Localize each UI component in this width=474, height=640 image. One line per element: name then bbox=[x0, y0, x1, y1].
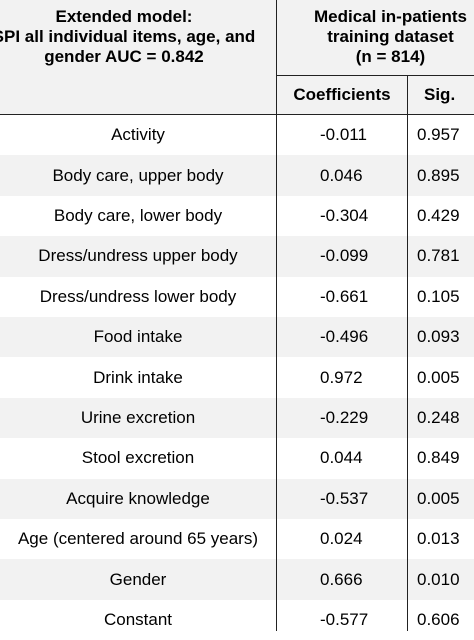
row-coefficient: 0.024 bbox=[320, 529, 363, 549]
divider-vertical-sig bbox=[407, 76, 408, 631]
row-background bbox=[0, 317, 474, 358]
row-coefficient: 0.044 bbox=[320, 448, 363, 468]
row-sig: 0.013 bbox=[417, 529, 460, 549]
row-label: Dress/undress lower body bbox=[39, 286, 237, 306]
column-header-coefficients: Coefficients bbox=[293, 85, 391, 104]
row-background bbox=[0, 397, 474, 439]
row-background bbox=[0, 155, 474, 196]
row-sig: 0.093 bbox=[417, 327, 460, 347]
header-left-title: Extended model: SPI all individual items… bbox=[0, 7, 256, 66]
row-sig: 0.606 bbox=[417, 609, 460, 629]
row-coefficient: -0.011 bbox=[320, 125, 367, 145]
row-coefficient: -0.099 bbox=[320, 246, 369, 266]
row-sig: 0.957 bbox=[417, 125, 460, 145]
row-label: Body care, upper body bbox=[52, 165, 224, 185]
row-background bbox=[0, 559, 474, 600]
divider-header-bottom bbox=[0, 114, 474, 115]
row-sig: 0.005 bbox=[417, 488, 460, 508]
row-background bbox=[0, 115, 474, 156]
row-background bbox=[0, 478, 474, 519]
column-header-sig: Sig. bbox=[424, 85, 456, 104]
row-background bbox=[0, 519, 474, 560]
row-background bbox=[0, 276, 474, 317]
row-coefficient: 0.046 bbox=[320, 165, 363, 185]
row-label: Stool excretion bbox=[81, 448, 195, 468]
row-coefficient: 0.972 bbox=[320, 367, 363, 387]
row-background bbox=[0, 438, 474, 479]
row-sig: 0.105 bbox=[417, 286, 460, 306]
row-label: Age (centered around 65 years) bbox=[17, 529, 259, 549]
row-sig: 0.895 bbox=[417, 165, 460, 185]
divider-vertical-main bbox=[276, 0, 277, 631]
divider-header-inner bbox=[277, 75, 474, 76]
row-coefficient: -0.229 bbox=[320, 407, 369, 427]
row-label: Activity bbox=[111, 125, 165, 145]
row-label: Dress/undress upper body bbox=[38, 246, 238, 266]
row-background bbox=[0, 195, 474, 237]
row-sig: 0.005 bbox=[417, 367, 460, 387]
row-coefficient: -0.577 bbox=[320, 609, 369, 629]
row-label: Drink intake bbox=[93, 367, 183, 387]
row-label: Food intake bbox=[93, 327, 183, 347]
row-coefficient: -0.496 bbox=[320, 327, 369, 347]
row-sig: 0.248 bbox=[417, 407, 460, 427]
row-sig: 0.849 bbox=[417, 448, 460, 468]
row-coefficient: -0.304 bbox=[320, 205, 369, 225]
row-sig: 0.429 bbox=[417, 205, 460, 225]
header-background bbox=[0, 0, 474, 114]
row-background bbox=[0, 357, 474, 398]
row-label: Urine excretion bbox=[80, 407, 196, 427]
row-coefficient: 0.666 bbox=[320, 569, 363, 589]
row-label: Body care, lower body bbox=[53, 205, 223, 225]
row-label: Gender bbox=[109, 569, 167, 589]
row-coefficient: -0.537 bbox=[320, 488, 369, 508]
row-label: Acquire knowledge bbox=[66, 488, 210, 508]
row-coefficient: -0.661 bbox=[320, 286, 369, 306]
header-right-title: Medical in-patients training dataset (n … bbox=[313, 7, 468, 66]
row-sig: 0.010 bbox=[417, 569, 460, 589]
row-background bbox=[0, 236, 474, 277]
row-sig: 0.781 bbox=[417, 246, 460, 266]
row-label: Constant bbox=[103, 609, 173, 629]
